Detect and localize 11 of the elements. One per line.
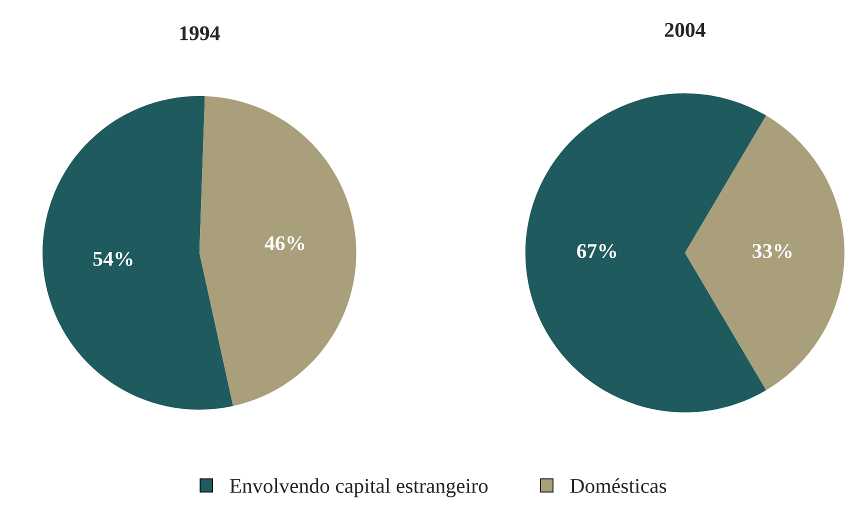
data-label: 33% <box>752 244 792 258</box>
legend-label: Domésticas <box>570 478 666 493</box>
pie-slice <box>684 116 844 390</box>
data-label: 46% <box>264 236 304 250</box>
pie-slice <box>199 96 356 406</box>
chart-title: 2004 <box>664 22 706 37</box>
pie-slice <box>42 96 234 410</box>
data-label: 54% <box>93 252 132 266</box>
chart-title: 1994 <box>180 26 220 40</box>
legend-label: Envolvendo capital estrangeiro <box>230 478 488 498</box>
data-label: 67% <box>577 244 616 258</box>
